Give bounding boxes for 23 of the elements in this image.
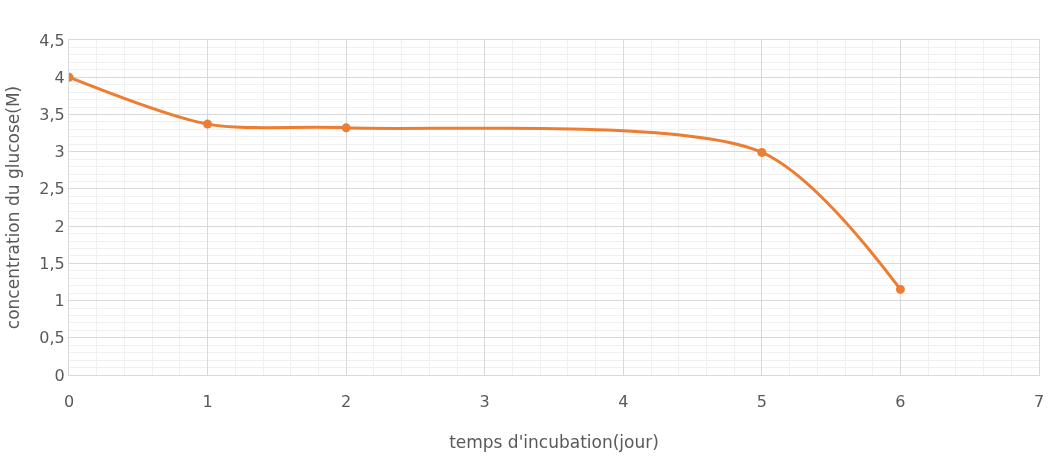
point [895, 284, 905, 294]
y-tick-label: 1 [54, 291, 65, 311]
y-tick-label: 0 [54, 365, 65, 385]
x-tick-label: 2 [341, 392, 352, 412]
y-tick-label: 3 [54, 142, 65, 162]
point [203, 119, 213, 129]
y-tick-label: 0,5 [39, 328, 65, 348]
x-tick-label: 5 [756, 392, 767, 412]
point [341, 123, 351, 133]
x-axis-title: temps d'incubation(jour) [449, 431, 659, 452]
x-tick-label: 3 [479, 392, 490, 412]
y-tick-label: 2,5 [39, 179, 65, 199]
x-tick-label: 4 [618, 392, 629, 412]
y-tick-label: 1,5 [39, 253, 65, 273]
x-tick-label: 1 [202, 392, 213, 412]
y-axis-title: concentration du glucose(M) [2, 85, 23, 330]
y-tick-label: 4,5 [39, 30, 65, 50]
y-tick-label: 3,5 [39, 105, 65, 125]
y-tick-label: 2 [54, 216, 65, 236]
point [757, 147, 767, 157]
y-tick-label: 4 [54, 67, 65, 87]
x-tick-label: 6 [895, 392, 906, 412]
x-tick-label: 7 [1033, 392, 1045, 412]
